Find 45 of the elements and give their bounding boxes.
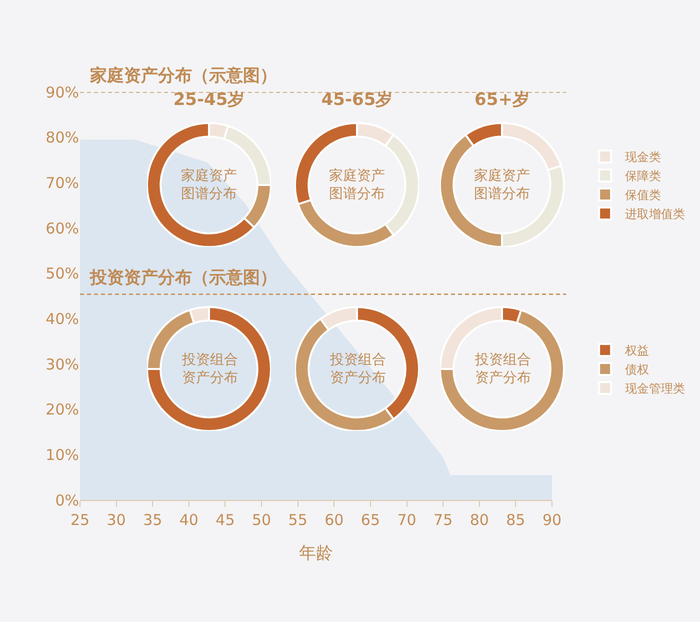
y-tick-label: 30%: [46, 355, 79, 374]
x-tick-label: 45: [216, 511, 235, 529]
x-tick-label: 65: [360, 511, 380, 529]
x-tick-label: 75: [434, 511, 453, 529]
legend-label: 权益: [624, 344, 650, 358]
legend-label: 现金类: [625, 150, 662, 164]
y-tick-label: 60%: [46, 219, 79, 238]
x-axis-title: 年龄: [299, 543, 333, 564]
y-tick-label: 90%: [46, 83, 79, 102]
legend-label: 进取增值类: [625, 207, 686, 222]
legend-label: 债权: [625, 362, 650, 377]
annotation: 投资组合资产分布: [474, 352, 531, 386]
annotation: 投资组合资产分布: [181, 352, 238, 386]
x-tick-label: 25: [70, 511, 90, 529]
annotation: 家庭资产图谱分布: [329, 168, 385, 202]
y-tick-label: 50%: [46, 264, 79, 283]
annotation: 家庭资产图谱分布: [181, 168, 237, 202]
x-tick-label: 30: [106, 511, 126, 529]
y-tick-label: 70%: [46, 174, 79, 192]
donut-slice: [440, 309, 565, 431]
y-tick-label: 10%: [46, 446, 79, 464]
annotation: 家庭资产图谱分布: [474, 168, 530, 202]
x-tick-label: 40: [179, 511, 198, 529]
x-tick-label: 55: [288, 511, 308, 529]
x-tick-label: 80: [470, 511, 489, 529]
y-tick-label: 0%: [55, 491, 79, 510]
legend-label: 保障类: [625, 169, 662, 184]
annotation: 投资组合资产分布: [329, 352, 386, 386]
ref-line-label: 家庭资产分布（示意图）: [89, 66, 277, 86]
ref-line-label: 投资资产分布（示意图）: [89, 268, 277, 288]
chart-title: 65+岁: [474, 90, 530, 110]
x-tick-label: 50: [252, 511, 272, 529]
chart-title: 25-45岁: [173, 90, 245, 110]
legend-label: 保值类: [625, 188, 662, 202]
x-tick-label: 35: [143, 511, 162, 529]
y-tick-label: 80%: [46, 128, 79, 147]
legend-label: 现金管理类: [625, 382, 686, 396]
x-tick-label: 60: [324, 511, 344, 529]
chart-title: 45-65岁: [321, 90, 393, 110]
x-tick-label: 90: [542, 511, 562, 529]
y-tick-label: 20%: [46, 400, 79, 419]
x-tick-label: 85: [506, 511, 526, 529]
donut-slice: [147, 306, 271, 431]
y-tick-label: 40%: [46, 310, 79, 328]
x-tick-label: 70: [397, 511, 416, 529]
